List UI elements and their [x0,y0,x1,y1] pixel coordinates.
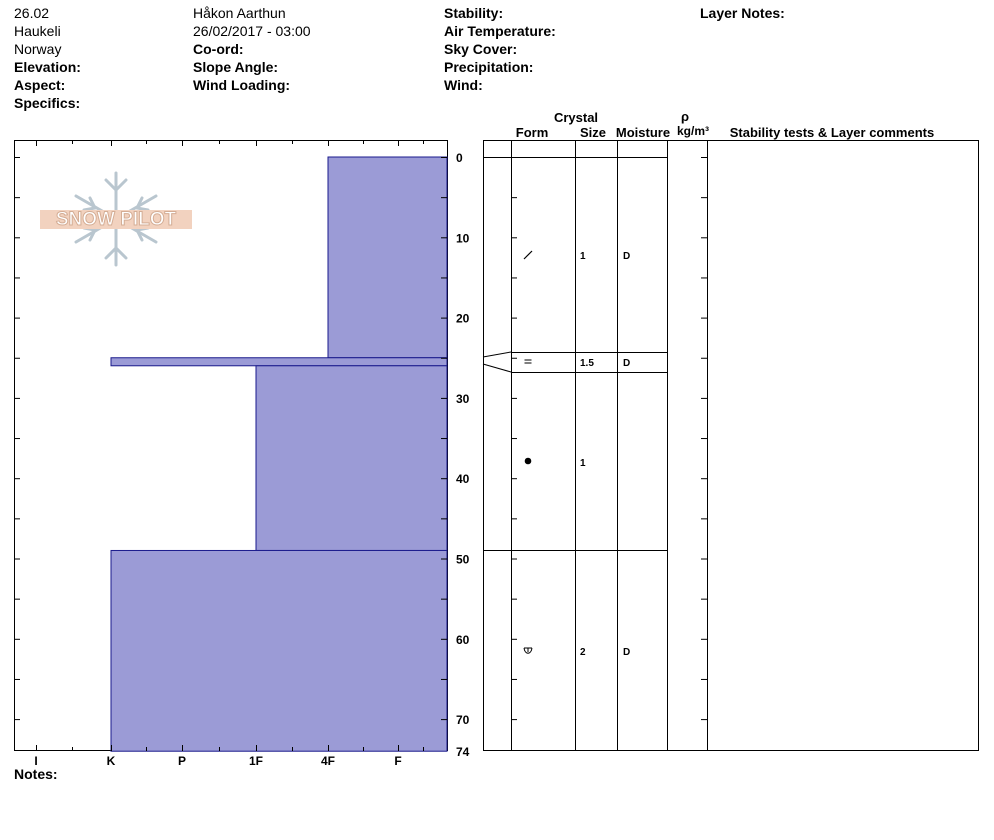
precipitation-label: Precipitation: [444,59,534,75]
hardness-tick-label: 1F [249,754,263,768]
stability-label: Stability: [444,5,504,21]
hardness-tick-label: 4F [321,754,335,768]
depth-tick-label: 0 [456,151,463,165]
hardness-bar-2 [110,357,448,367]
header-stability-comments: Stability tests & Layer comments [730,125,934,140]
elevation-label: Elevation: [14,59,81,75]
notes-label: Notes: [14,766,58,782]
air-temperature-label: Air Temperature: [444,23,556,39]
header-form: Form [516,125,549,140]
depth-tick-label: 30 [456,392,470,406]
pit-id: 26.02 [14,5,50,21]
depth-tick-label: 70 [456,713,470,727]
layer-connector [482,351,512,358]
header-crystal: Crystal [554,110,598,125]
depth-tick-label: 50 [456,553,470,567]
crystal-form-rounded-icon [524,457,532,465]
layer-table-frame [483,140,979,751]
header-size: Size [580,125,606,140]
depth-tick-label: 40 [456,472,470,486]
hardness-bar-4 [110,549,448,752]
hardness-bar-1 [327,156,448,359]
moisture-value: D [623,647,630,658]
crystal-form-melt-icon [523,647,533,654]
wind-label: Wind: [444,77,483,93]
depth-tick-label: 20 [456,312,470,326]
header-moisture: Moisture [616,125,670,140]
crystal-form-slash-icon [523,250,533,260]
layer-connector [482,363,512,373]
crystal-size-value: 2 [580,647,586,658]
snowpilot-logo: SNOW PILOT [40,171,192,267]
hardness-tick-label: K [107,754,116,768]
aspect-label: Aspect: [14,77,66,93]
hardness-tick-label: F [394,754,401,768]
slope-angle-label: Slope Angle: [193,59,279,75]
depth-tick-label: 74 [456,745,470,759]
crystal-size-value: 1 [580,458,586,469]
hardness-tick-label: P [178,754,186,768]
depth-tick-label: 10 [456,231,470,245]
layer-notes-label: Layer Notes: [700,5,785,21]
sky-cover-label: Sky Cover: [444,41,518,57]
snowpilot-logo-text: SNOW PILOT [56,209,177,230]
wind-loading-label: Wind Loading: [193,77,291,93]
moisture-value: D [623,358,630,369]
observer-name: Håkon Aarthun [193,5,286,21]
moisture-value: D [623,251,630,262]
location-name: Haukeli [14,23,61,39]
country: Norway [14,41,62,57]
hardness-tick-label: I [34,754,37,768]
specifics-label: Specifics: [14,95,81,111]
header-rho: ρ [681,109,689,124]
crystal-size-value: 1 [580,251,586,262]
hardness-bar-3 [255,365,448,551]
depth-tick-label: 60 [456,633,470,647]
crystal-size-value: 1.5 [580,358,594,369]
coord-label: Co-ord: [193,41,244,57]
header-density-unit: kg/m³ [677,124,709,138]
observation-datetime: 26/02/2017 - 03:00 [193,23,311,39]
